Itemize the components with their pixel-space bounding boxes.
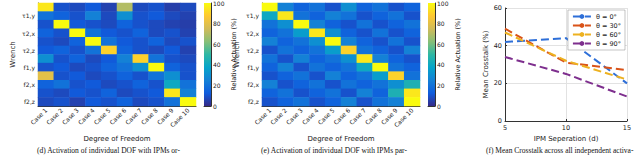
svg-text:Case 2: Case 2 xyxy=(268,106,289,126)
svg-text:Case 10: Case 10 xyxy=(169,106,191,128)
svg-text:40: 40 xyxy=(437,61,445,68)
svg-text:τ2,x: τ2,x xyxy=(22,30,35,37)
svg-text:Case 8: Case 8 xyxy=(363,106,383,126)
svg-text:80: 80 xyxy=(213,20,221,27)
svg-text:Degree of Freedom: Degree of Freedom xyxy=(83,135,150,143)
svg-text:20: 20 xyxy=(213,82,221,89)
svg-text:Case 9: Case 9 xyxy=(155,106,175,126)
svg-text:100: 100 xyxy=(437,0,449,7)
svg-text:20: 20 xyxy=(437,82,445,89)
svg-text:f2,z: f2,z xyxy=(248,98,259,105)
svg-text:(e) Activation of individual D: (e) Activation of individual DOF with IP… xyxy=(261,146,407,155)
svg-text:τ2,z: τ2,z xyxy=(247,47,260,54)
svg-text:θ = 30°: θ = 30° xyxy=(596,22,621,30)
svg-text:Case 6: Case 6 xyxy=(332,106,352,126)
svg-text:Case 3: Case 3 xyxy=(60,106,80,126)
svg-text:IPM Seperation (d): IPM Seperation (d) xyxy=(534,135,599,143)
svg-text:f2,z: f2,z xyxy=(24,98,35,105)
svg-text:Case 7: Case 7 xyxy=(123,106,144,126)
svg-text:80: 80 xyxy=(437,20,445,27)
svg-text:Case 8: Case 8 xyxy=(139,106,159,126)
svg-text:60: 60 xyxy=(213,41,221,48)
svg-text:Case 1: Case 1 xyxy=(29,106,49,126)
svg-text:τ1,y: τ1,y xyxy=(246,12,259,20)
svg-text:Case 9: Case 9 xyxy=(379,106,399,126)
svg-text:θ = 60°: θ = 60° xyxy=(596,31,621,39)
svg-text:τ2,z: τ2,z xyxy=(23,47,36,54)
svg-text:10: 10 xyxy=(562,124,570,132)
svg-text:(d) Activation of individual D: (d) Activation of individual DOF with IP… xyxy=(37,146,180,155)
svg-text:Mean Crosstalk (%): Mean Crosstalk (%) xyxy=(482,30,490,98)
svg-text:τ2,x: τ2,x xyxy=(246,30,259,37)
svg-text:40: 40 xyxy=(213,61,221,68)
svg-text:Case 6: Case 6 xyxy=(108,106,128,126)
svg-text:60: 60 xyxy=(494,4,502,12)
svg-text:Case 10: Case 10 xyxy=(393,106,415,128)
svg-text:0: 0 xyxy=(437,103,441,110)
svg-text:Case 4: Case 4 xyxy=(300,106,320,126)
svg-text:θ = 90°: θ = 90° xyxy=(596,40,621,48)
svg-text:100: 100 xyxy=(213,0,225,7)
svg-text:Case 5: Case 5 xyxy=(316,106,336,126)
svg-text:f1,y: f1,y xyxy=(24,64,36,72)
svg-text:Wrench: Wrench xyxy=(233,41,241,67)
svg-text:Case 2: Case 2 xyxy=(44,106,65,126)
svg-text:Case 1: Case 1 xyxy=(253,106,273,126)
svg-text:Degree of Freedom: Degree of Freedom xyxy=(307,135,374,143)
svg-text:60: 60 xyxy=(437,41,445,48)
svg-text:(f) Mean Crosstalk across all: (f) Mean Crosstalk across all independen… xyxy=(486,146,634,155)
svg-text:40: 40 xyxy=(494,42,502,50)
svg-text:Case 7: Case 7 xyxy=(347,106,368,126)
svg-text:f2,x: f2,x xyxy=(248,81,260,88)
svg-text:5: 5 xyxy=(503,124,507,132)
svg-text:0: 0 xyxy=(213,103,217,110)
svg-text:f2,x: f2,x xyxy=(24,81,36,88)
svg-text:Relative Actuation (%): Relative Actuation (%) xyxy=(454,18,462,91)
svg-text:f1,y: f1,y xyxy=(248,64,260,72)
svg-text:0: 0 xyxy=(498,117,502,125)
svg-text:Case 5: Case 5 xyxy=(92,106,112,126)
svg-text:Case 3: Case 3 xyxy=(284,106,304,126)
svg-text:Case 4: Case 4 xyxy=(76,106,96,126)
svg-text:Relative Actuation (%): Relative Actuation (%) xyxy=(229,18,238,91)
svg-text:θ = 0°: θ = 0° xyxy=(596,13,617,21)
svg-text:τ1,y: τ1,y xyxy=(22,12,35,20)
svg-text:15: 15 xyxy=(623,124,631,132)
svg-text:Wrench: Wrench xyxy=(9,41,17,67)
svg-text:20: 20 xyxy=(494,79,502,87)
